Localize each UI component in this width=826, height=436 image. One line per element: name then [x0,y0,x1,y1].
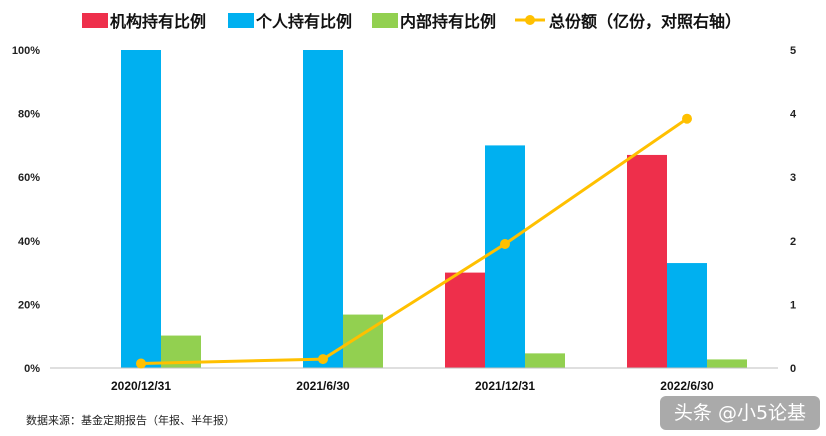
y-right-tick-1: 1 [790,299,796,311]
legend-label-1: 个人持有比例 [255,12,352,31]
point-series-3-2 [500,238,510,249]
bars [121,50,747,368]
legend-label-3: 总份额（亿份，对照右轴） [549,12,741,31]
y-left-tick-2: 40% [18,236,40,248]
legend-label-2: 内部持有比例 [400,12,496,31]
y-axis-left: 0% 20% 40% 60% 80% 100% [12,45,40,375]
legend-swatch-0 [82,13,108,28]
legend-swatch-2 [372,13,398,28]
bar-series-1-1 [303,50,343,368]
x-category-label-2: 2021/12/31 [475,379,535,393]
watermark-text: 头条 @小5论基 [674,402,806,424]
bar-series-2-2 [525,353,565,368]
y-left-tick-5: 100% [12,45,40,57]
y-right-tick-3: 3 [790,172,796,184]
bar-series-2-3 [707,359,747,368]
y-left-tick-4: 80% [18,109,40,121]
point-series-3-0 [136,358,146,369]
line-series [136,113,692,369]
watermark: 头条 @小5论基 [660,396,820,430]
source-note: 数据来源：基金定期报告（年报、半年报） [26,413,235,427]
legend: 机构持有比例 个人持有比例 内部持有比例 总份额（亿份，对照右轴） [82,12,741,31]
point-series-3-3 [682,113,692,124]
y-right-tick-5: 5 [790,45,796,57]
legend-swatch-1 [228,13,254,28]
y-right-tick-2: 2 [790,236,796,248]
bar-series-1-3 [667,263,707,368]
y-right-tick-0: 0 [790,363,796,375]
y-left-tick-3: 60% [18,172,40,184]
legend-marker-3 [525,15,535,25]
bar-series-1-0 [121,50,161,368]
y-left-tick-1: 20% [18,299,40,311]
legend-label-0: 机构持有比例 [110,12,206,31]
bar-series-0-2 [445,272,485,368]
y-axis-right: 0 1 2 3 4 5 [790,45,797,375]
x-category-label-1: 2021/6/30 [296,379,350,393]
line-series-3 [140,117,688,366]
x-axis-categories: 2020/12/31 2021/6/30 2021/12/31 2022/6/30 [111,379,714,393]
y-right-tick-4: 4 [790,109,797,121]
bar-series-1-2 [485,145,525,368]
bar-series-0-3 [627,154,667,368]
point-series-3-1 [318,354,328,365]
y-left-tick-0: 0% [24,363,40,375]
x-category-label-0: 2020/12/31 [111,379,171,393]
x-category-label-3: 2022/6/30 [660,379,714,393]
